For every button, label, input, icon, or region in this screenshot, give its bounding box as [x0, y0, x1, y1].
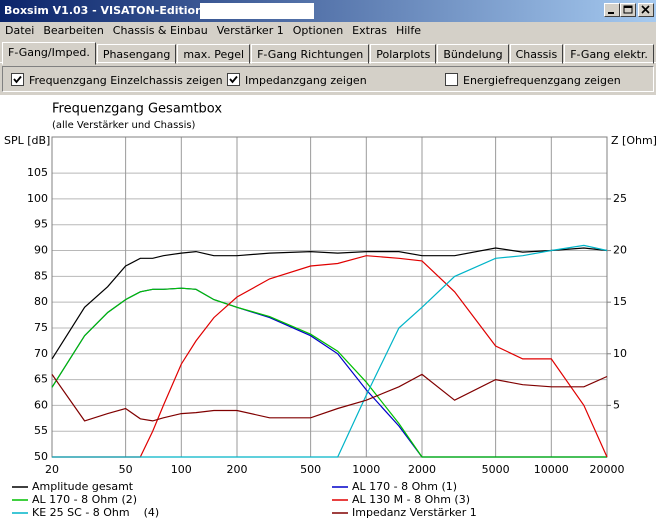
checkbox[interactable] — [11, 73, 24, 86]
tab-bar: F-Gang/Imped. Phasengang max. Pegel F-Gang … — [0, 40, 656, 65]
x-tick-label: 20000 — [590, 463, 625, 476]
chart: Frequenzgang Gesamtbox (alle Verstärker … — [0, 95, 656, 523]
y-tick-label: 50 — [34, 450, 48, 463]
y2-axis-label: Z [Ohm] — [611, 134, 656, 147]
y-tick-label: 85 — [34, 269, 48, 282]
series-line — [51, 287, 607, 458]
title-bar: Boxsim V1.03 - VISATON-Edition — [0, 0, 656, 22]
menu-item[interactable]: Chassis & Einbau — [112, 24, 208, 37]
legend-label: AL 170 - 8 Ohm (2) — [32, 493, 137, 506]
series-line — [52, 244, 608, 458]
x-tick-label: 20 — [45, 463, 59, 476]
checkbox-label: Impedanzgang zeigen — [245, 74, 367, 87]
x-tick-label: 2000 — [408, 463, 436, 476]
menu-item[interactable]: Hilfe — [395, 24, 421, 37]
options-bar: Frequenzgang Einzelchassis zeigen Impedan… — [2, 66, 654, 92]
x-tick-label: 50 — [119, 463, 133, 476]
checkbox[interactable] — [445, 73, 458, 86]
x-tick-label: 10000 — [534, 463, 569, 476]
y-tick-label: 95 — [34, 218, 48, 231]
x-tick-label: 5000 — [482, 463, 510, 476]
menu-bar: Datei Bearbeiten Chassis & Einbau Verstärke… — [0, 22, 656, 40]
checkbox-option[interactable]: Impedanzgang zeigen — [227, 73, 367, 87]
tab[interactable]: Bündelung — [437, 44, 509, 64]
menu-item[interactable]: Optionen — [292, 24, 344, 37]
tab[interactable]: max. Pegel — [177, 44, 251, 64]
y-tick-label: 60 — [34, 398, 48, 411]
tab[interactable]: F-Gang/Imped. — [2, 42, 96, 65]
window-title: Boxsim V1.03 - VISATON-Edition — [4, 4, 203, 17]
y-tick-label: 75 — [34, 321, 48, 334]
legend-label: Amplitude gesamt — [32, 480, 134, 493]
x-tick-label: 500 — [300, 463, 321, 476]
y-axis-label: SPL [dB] — [4, 134, 50, 147]
plot-frame — [51, 136, 608, 458]
y-tick-label: 65 — [34, 373, 48, 386]
y-tick-label: 90 — [34, 244, 48, 257]
y2-tick-label: 10 — [613, 347, 627, 360]
checkbox-label: Energiefrequenzgang zeigen — [463, 74, 621, 87]
title-field — [200, 3, 314, 19]
y2-tick-label: 20 — [613, 244, 627, 257]
tab[interactable]: F-Gang Richtungen — [251, 44, 370, 64]
y-tick-label: 105 — [27, 166, 48, 179]
y-tick-label: 70 — [34, 347, 48, 360]
checkbox-label: Frequenzgang Einzelchassis zeigen — [29, 74, 223, 87]
chart-title: Frequenzgang Gesamtbox — [52, 102, 222, 117]
y-tick-label: 55 — [34, 424, 48, 437]
series-line — [52, 255, 608, 458]
y-tick-label: 100 — [27, 192, 48, 205]
x-tick-label: 100 — [171, 463, 192, 476]
series-line — [51, 247, 608, 360]
x-tick-label: 200 — [227, 463, 248, 476]
tab[interactable]: Polarplots — [370, 44, 437, 64]
y2-tick-label: 25 — [613, 192, 627, 205]
chart-subtitle: (alle Verstärker und Chassis) — [52, 120, 196, 131]
menu-item[interactable]: Verstärker 1 — [216, 24, 284, 37]
tab[interactable]: F-Gang elektr. — [564, 44, 654, 64]
maximize-button[interactable] — [620, 3, 636, 17]
y-tick-label: 80 — [34, 295, 48, 308]
legend-label: KE 25 SC - 8 Ohm (4) — [32, 506, 159, 519]
y2-tick-label: 15 — [613, 295, 627, 308]
legend-label: Impedanz Verstärker 1 — [352, 506, 477, 519]
menu-item[interactable]: Datei — [5, 24, 35, 37]
checkbox-option[interactable]: Frequenzgang Einzelchassis zeigen — [11, 73, 223, 87]
menu-item[interactable]: Bearbeiten — [43, 24, 104, 37]
x-tick-label: 1000 — [352, 463, 380, 476]
minimize-button[interactable] — [604, 3, 620, 17]
checkbox[interactable] — [227, 73, 240, 86]
legend-label: AL 170 - 8 Ohm (1) — [352, 480, 457, 493]
checkbox-option[interactable]: Energiefrequenzgang zeigen — [445, 73, 621, 87]
tab[interactable]: Phasengang — [96, 44, 177, 64]
y2-tick-label: 5 — [613, 398, 620, 411]
series-line — [51, 373, 608, 422]
close-button[interactable] — [638, 3, 654, 17]
tab[interactable]: Chassis — [509, 44, 564, 64]
menu-item[interactable]: Extras — [352, 24, 387, 37]
legend-label: AL 130 M - 8 Ohm (3) — [352, 493, 470, 506]
